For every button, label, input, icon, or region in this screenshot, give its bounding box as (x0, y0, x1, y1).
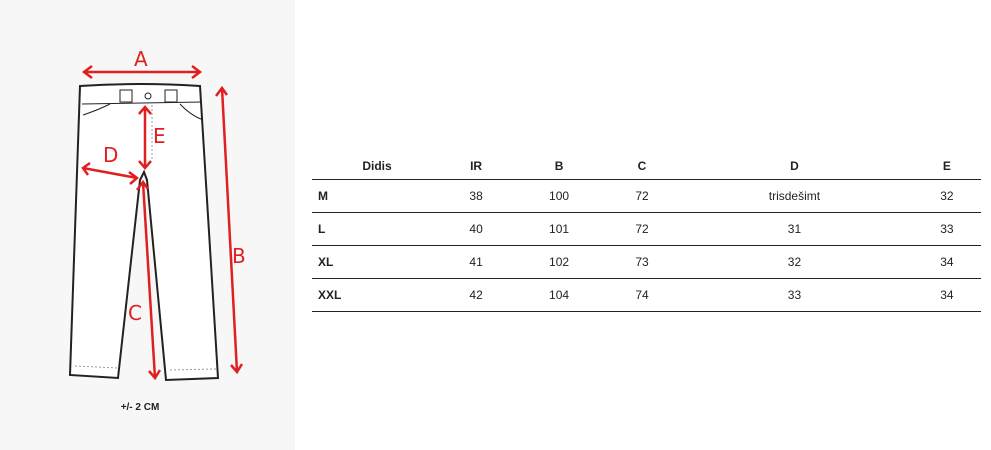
table-cell: M (312, 179, 442, 213)
pants-outline (68, 83, 220, 382)
header-d: D (676, 152, 913, 180)
header-b: B (510, 152, 608, 180)
header-c: C (607, 152, 677, 180)
measurement-arrows (81, 65, 244, 381)
tolerance-note: +/- 2 CM (120, 402, 160, 413)
arrow-a (81, 65, 203, 79)
table-cell: 102 (510, 245, 608, 279)
arrow-c (136, 179, 162, 381)
header-size: Didis (312, 152, 442, 180)
arrow-d (81, 161, 139, 185)
size-table: Didis IR B C D E M 38 100 72 trisdešimt 32 L 40… (312, 152, 981, 312)
header-e: E (912, 152, 981, 180)
table-cell: 72 (607, 212, 677, 246)
table-cell: 74 (607, 278, 677, 312)
table-cell: 38 (442, 179, 511, 213)
label-b: B (232, 244, 246, 268)
arrow-b (215, 85, 244, 375)
table-header-row: Didis IR B C D E (312, 152, 981, 180)
label-e: E (153, 124, 166, 148)
table-cell: XL (312, 245, 442, 279)
table-row: XXL 42 104 74 33 34 (312, 278, 981, 312)
label-a: A (134, 47, 148, 71)
label-d: D (103, 143, 118, 167)
table-cell: 33 (676, 278, 913, 312)
table-cell: trisdešimt (676, 179, 913, 213)
table-row: M 38 100 72 trisdešimt 32 (312, 179, 981, 213)
label-c: C (128, 301, 142, 325)
arrow-e (138, 105, 152, 170)
header-ir: IR (442, 152, 511, 180)
table-cell: 40 (442, 212, 511, 246)
table-cell: 33 (912, 212, 981, 246)
table-cell: 41 (442, 245, 511, 279)
pants-diagram-panel: A B C D E +/- 2 CM (0, 0, 295, 450)
pants-diagram: A B C D E (68, 47, 246, 382)
table-cell: 31 (676, 212, 913, 246)
table-cell: 73 (607, 245, 677, 279)
table-cell: 32 (912, 179, 981, 213)
table-cell: 72 (607, 179, 677, 213)
table-cell: 34 (912, 245, 981, 279)
table-cell: L (312, 212, 442, 246)
table-row: XL 41 102 73 32 34 (312, 245, 981, 279)
table-row: L 40 101 72 31 33 (312, 212, 981, 246)
table-cell: XXL (312, 278, 442, 312)
table-cell: 42 (442, 278, 511, 312)
table-cell: 34 (912, 278, 981, 312)
table-cell: 32 (676, 245, 913, 279)
table-cell: 100 (510, 179, 608, 213)
table-cell: 101 (510, 212, 608, 246)
table-cell: 104 (510, 278, 608, 312)
